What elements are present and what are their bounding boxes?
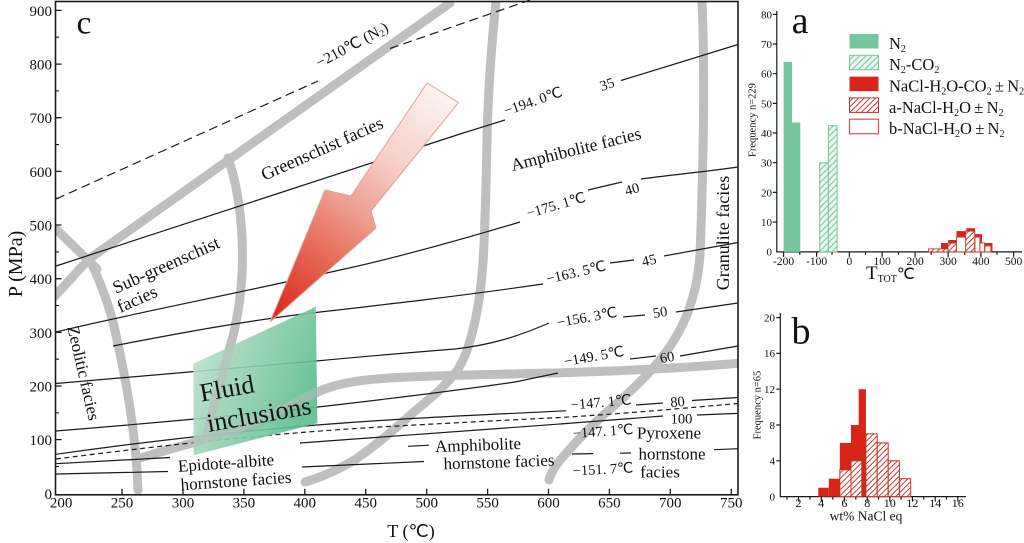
svg-text:450: 450 — [354, 496, 377, 512]
svg-text:-100: -100 — [806, 256, 827, 268]
svg-text:Granulite facies: Granulite facies — [713, 176, 733, 290]
svg-text:80: 80 — [670, 394, 686, 411]
svg-text:−151. 7℃: −151. 7℃ — [572, 460, 633, 479]
svg-text:70: 70 — [761, 39, 773, 51]
svg-text:Frequency n=229: Frequency n=229 — [748, 83, 759, 157]
svg-text:14: 14 — [929, 496, 941, 510]
svg-text:0: 0 — [767, 247, 773, 259]
svg-text:Frequency n=65: Frequency n=65 — [753, 371, 764, 440]
svg-text:100: 100 — [30, 433, 53, 449]
svg-text:700: 700 — [659, 496, 682, 512]
svg-text:350: 350 — [233, 496, 256, 512]
svg-text:T (℃): T (℃) — [387, 521, 434, 542]
svg-text:−147. 1℃: −147. 1℃ — [572, 422, 634, 442]
svg-text:6: 6 — [841, 496, 847, 510]
svg-text:12: 12 — [764, 384, 775, 396]
svg-text:550: 550 — [476, 496, 499, 512]
svg-text:16: 16 — [952, 496, 964, 510]
svg-text:hornstone facies: hornstone facies — [443, 451, 555, 474]
svg-text:100: 100 — [873, 256, 891, 268]
svg-text:-200: -200 — [773, 256, 794, 268]
svg-text:400: 400 — [972, 256, 990, 268]
svg-text:200: 200 — [906, 256, 924, 268]
svg-text:35: 35 — [598, 75, 617, 95]
svg-text:facies: facies — [640, 463, 680, 482]
svg-text:800: 800 — [30, 58, 53, 74]
svg-text:30: 30 — [761, 158, 773, 170]
svg-text:50: 50 — [761, 98, 773, 110]
svg-text:40: 40 — [623, 180, 641, 199]
svg-text:50: 50 — [652, 304, 669, 322]
svg-text:40: 40 — [761, 128, 773, 140]
svg-text:250: 250 — [111, 496, 134, 512]
svg-text:c: c — [77, 6, 92, 42]
svg-text:Pyroxene: Pyroxene — [637, 424, 701, 443]
svg-text:600: 600 — [537, 496, 560, 512]
svg-text:hornstone: hornstone — [638, 445, 705, 464]
svg-text:650: 650 — [598, 496, 621, 512]
svg-text:300: 300 — [30, 326, 53, 342]
svg-text:20: 20 — [764, 312, 776, 324]
svg-text:80: 80 — [761, 9, 773, 21]
svg-text:60: 60 — [659, 349, 676, 367]
svg-text:100: 100 — [671, 412, 693, 428]
svg-text:10: 10 — [761, 217, 773, 229]
svg-text:200: 200 — [50, 496, 73, 512]
svg-text:8: 8 — [864, 496, 870, 510]
svg-text:600: 600 — [30, 165, 53, 181]
svg-text:wt% NaCl eq: wt% NaCl eq — [830, 509, 903, 524]
svg-text:8: 8 — [770, 420, 776, 432]
svg-text:P (MPa): P (MPa) — [5, 231, 27, 297]
svg-text:750: 750 — [720, 496, 743, 512]
svg-text:Amphibolite: Amphibolite — [435, 434, 522, 456]
svg-text:b: b — [792, 311, 811, 353]
svg-text:a-NaCl-H2O ± N2: a-NaCl-H2O ± N2 — [889, 98, 1004, 119]
svg-text:700: 700 — [30, 111, 53, 127]
svg-text:20: 20 — [761, 187, 773, 199]
svg-text:300: 300 — [172, 496, 195, 512]
svg-text:4: 4 — [770, 456, 776, 468]
svg-text:900: 900 — [30, 4, 53, 20]
svg-text:400: 400 — [294, 496, 317, 512]
svg-text:10: 10 — [884, 496, 896, 510]
svg-text:a: a — [792, 0, 809, 42]
svg-text:12: 12 — [906, 496, 918, 510]
svg-text:200: 200 — [30, 380, 53, 396]
svg-text:45: 45 — [640, 252, 658, 271]
svg-text:400: 400 — [30, 272, 53, 288]
svg-text:300: 300 — [939, 256, 957, 268]
svg-text:2: 2 — [796, 496, 802, 510]
svg-text:N2-CO2: N2-CO2 — [889, 55, 939, 76]
svg-text:60: 60 — [761, 69, 773, 81]
svg-text:500: 500 — [30, 219, 53, 235]
svg-text:0: 0 — [847, 256, 853, 268]
svg-text:500: 500 — [1005, 256, 1023, 268]
svg-text:0: 0 — [770, 491, 776, 503]
svg-text:4: 4 — [818, 496, 824, 510]
svg-text:0: 0 — [45, 487, 53, 503]
svg-text:b-NaCl-H2O ± N2: b-NaCl-H2O ± N2 — [889, 119, 1004, 140]
svg-text:−147. 1℃: −147. 1℃ — [570, 392, 632, 413]
svg-text:16: 16 — [764, 348, 776, 360]
svg-text:NaCl-H2O-CO2 ± N2: NaCl-H2O-CO2 ± N2 — [889, 77, 1024, 98]
svg-text:500: 500 — [415, 496, 438, 512]
